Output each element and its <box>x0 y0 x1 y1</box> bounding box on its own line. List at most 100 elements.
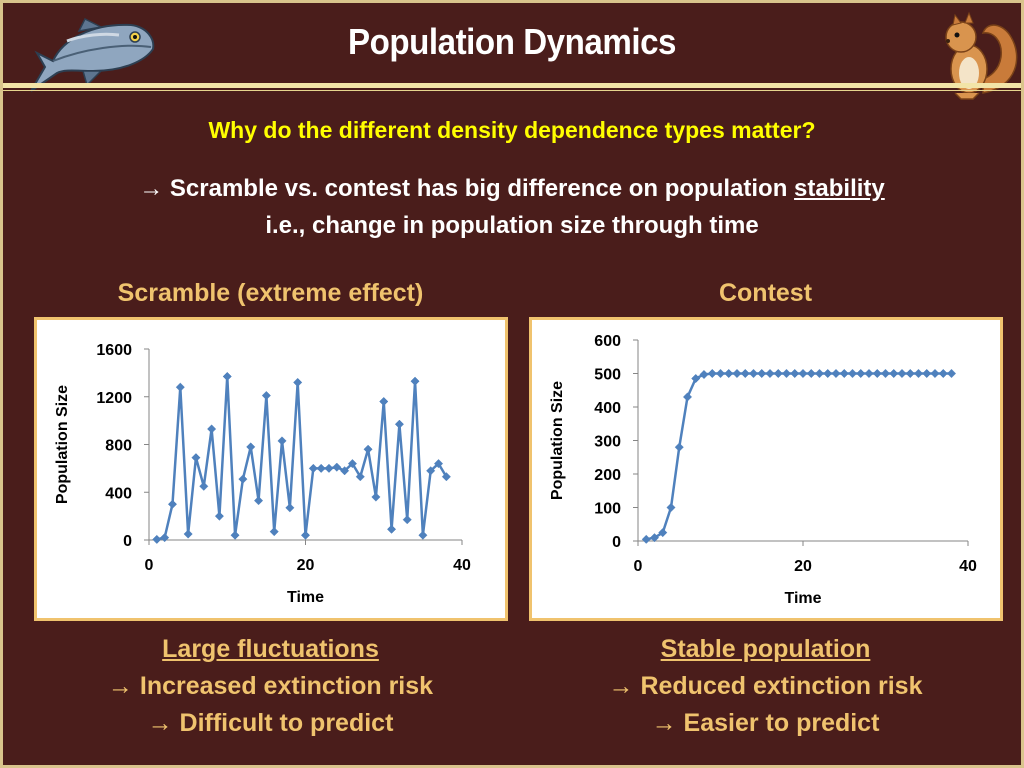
data-point <box>707 368 717 379</box>
data-point <box>433 459 444 469</box>
fish-icon <box>30 17 155 92</box>
data-point <box>732 368 742 379</box>
slide: Population Dynamics Why do the different… <box>3 3 1021 765</box>
data-point <box>426 466 436 476</box>
data-point <box>293 377 303 387</box>
data-point <box>285 503 295 513</box>
data-point <box>308 463 318 473</box>
data-point <box>269 527 279 537</box>
data-point <box>347 459 358 469</box>
y-tick-label: 200 <box>594 467 621 484</box>
data-point <box>880 368 891 379</box>
data-point <box>922 368 932 379</box>
contest-note-2: Easier to predict <box>683 709 880 737</box>
x-tick-label: 40 <box>453 557 471 574</box>
data-point <box>387 524 397 534</box>
data-point <box>682 392 693 402</box>
data-point <box>839 368 849 379</box>
data-point <box>946 368 957 379</box>
data-point <box>394 419 404 429</box>
data-point <box>691 373 701 384</box>
scramble-note-1: Increased extinction risk <box>139 672 434 700</box>
y-axis-label: Population Size <box>549 381 566 500</box>
data-point <box>773 368 783 379</box>
data-point <box>316 463 326 473</box>
page-title: Population Dynamics <box>347 21 677 62</box>
data-point <box>674 442 684 452</box>
y-tick-label: 0 <box>123 533 132 550</box>
y-axis-label: Population Size <box>54 385 71 504</box>
data-point <box>402 515 412 525</box>
contest-note-1: Reduced extinction risk <box>640 672 923 700</box>
data-point <box>864 368 874 379</box>
data-point <box>300 530 311 540</box>
data-point <box>253 496 264 506</box>
data-point <box>340 466 350 476</box>
arrow-icon: → <box>107 672 133 700</box>
squirrel-icon <box>945 11 1018 100</box>
data-point <box>814 368 825 379</box>
data-point <box>230 530 240 540</box>
contest-chart: 0 100 200 300 400 500 600 0 20 40 Time Population S… <box>549 333 977 607</box>
data-point <box>897 368 907 379</box>
scramble-chart-panel: 0 400 800 1200 1600 0 20 40 Time Population Size <box>34 317 508 621</box>
stability-line: → Scramble vs. contest has big differenc… <box>3 175 1021 203</box>
data-point <box>649 533 660 543</box>
data-point <box>222 371 232 382</box>
data-point <box>699 369 709 380</box>
data-point <box>790 368 800 379</box>
data-point <box>823 368 833 379</box>
data-point <box>856 368 866 379</box>
data-point <box>207 424 217 434</box>
data-point <box>355 472 365 482</box>
contest-heading: Contest <box>718 279 813 307</box>
data-point <box>167 499 178 509</box>
stability-line-text: Scramble vs. contest has big difference … <box>169 175 795 202</box>
data-point <box>938 368 948 379</box>
scramble-heading: Scramble (extreme effect) <box>117 279 424 307</box>
data-point <box>724 368 734 379</box>
series-line <box>646 372 952 541</box>
y-tick-label: 600 <box>594 333 621 350</box>
x-tick-label: 40 <box>959 558 977 575</box>
data-point <box>152 534 162 544</box>
x-axis-label: Time <box>287 589 324 606</box>
title-divider-thin <box>3 90 1021 91</box>
data-point <box>889 368 899 379</box>
x-tick-label: 20 <box>297 557 315 574</box>
data-point <box>410 376 420 386</box>
data-point <box>930 368 940 379</box>
data-point <box>806 368 816 379</box>
y-tick-label: 800 <box>105 438 132 455</box>
data-point <box>246 442 256 452</box>
data-point <box>905 368 915 379</box>
scramble-chart: 0 400 800 1200 1600 0 20 40 Time Population Size <box>54 342 471 606</box>
question-text: Why do the different density dependence … <box>208 117 816 143</box>
x-axis-label: Time <box>784 590 821 607</box>
data-point <box>847 368 858 379</box>
data-point <box>261 391 271 401</box>
y-tick-label: 300 <box>594 434 621 451</box>
data-point <box>781 368 792 379</box>
data-point <box>238 474 248 484</box>
contest-chart-panel: 0 100 200 300 400 500 600 0 20 40 Time Population S… <box>529 317 1003 621</box>
contest-notes-title: Stable population <box>660 635 871 663</box>
contest-notes: Stable population → Reduced extinction r… <box>528 631 1003 742</box>
stability-word: stability <box>794 175 885 202</box>
data-point <box>831 368 841 379</box>
x-tick-label: 0 <box>634 558 643 575</box>
data-point <box>277 436 287 446</box>
data-point <box>324 463 334 473</box>
x-tick-label: 20 <box>794 558 812 575</box>
data-point <box>418 530 428 540</box>
data-point <box>363 444 373 454</box>
data-point <box>798 368 808 379</box>
data-point <box>214 511 224 521</box>
data-point <box>183 529 193 539</box>
definition-line: i.e., change in population size through … <box>265 212 759 239</box>
data-point <box>199 481 209 491</box>
scramble-notes-title: Large fluctuations <box>162 635 379 663</box>
data-point <box>715 368 726 379</box>
data-point <box>666 502 676 513</box>
arrow-icon: → <box>651 709 677 737</box>
